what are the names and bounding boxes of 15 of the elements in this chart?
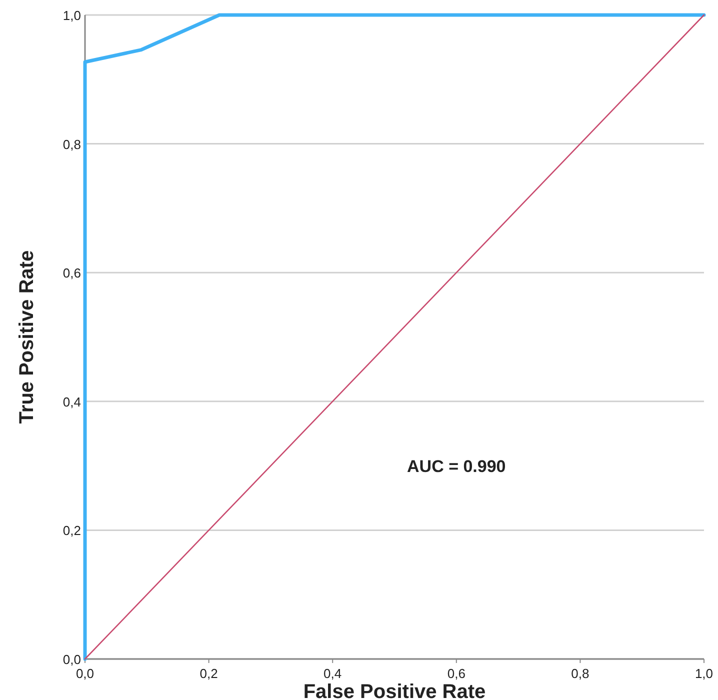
x-axis-title: False Positive Rate bbox=[303, 681, 486, 700]
annotation: AUC = 0.990 bbox=[407, 456, 506, 476]
x-tick-label: 1,0 bbox=[694, 666, 714, 681]
x-tick-label: 0,2 bbox=[200, 666, 218, 681]
x-tick-label: 0,4 bbox=[324, 666, 342, 681]
y-tick-label: 0,6 bbox=[62, 266, 81, 281]
y-tick-label: 0,2 bbox=[62, 523, 81, 538]
y-axis-title: True Positive Rate bbox=[16, 250, 38, 424]
x-tick-label: 0,8 bbox=[571, 666, 590, 681]
y-tick-label: 0,0 bbox=[62, 652, 81, 667]
y-tick-label: 1,0 bbox=[62, 8, 81, 23]
x-tick-label: 0,0 bbox=[76, 666, 94, 681]
x-tick-label: 0,6 bbox=[447, 666, 466, 681]
y-tick-label: 0,4 bbox=[62, 394, 81, 410]
y-tick-label: 0,8 bbox=[62, 136, 81, 152]
